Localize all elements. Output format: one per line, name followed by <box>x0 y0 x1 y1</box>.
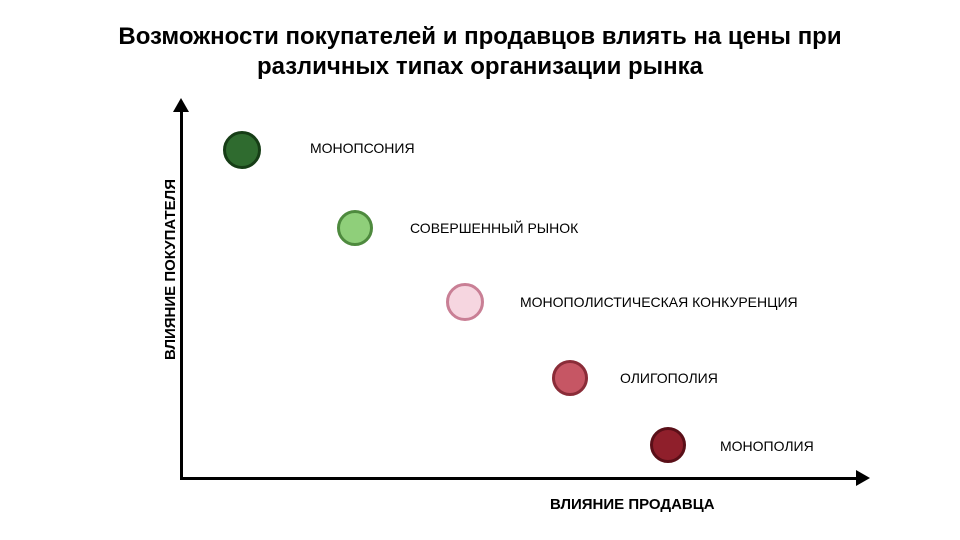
y-axis <box>180 110 183 480</box>
y-axis-label: ВЛИЯНИЕ ПОКУПАТЕЛЯ <box>162 179 179 360</box>
bubble-monopsony <box>223 131 261 169</box>
bubble-perfect <box>337 210 373 246</box>
bubble-oligopoly <box>552 360 588 396</box>
title-line2: различных типах организации рынка <box>257 53 703 80</box>
bubble-label-monopsony: МОНОПСОНИЯ <box>310 140 415 156</box>
x-axis-arrow-icon <box>856 470 870 486</box>
title-line1: Возможности покупателей и продавцов влия… <box>118 23 841 50</box>
bubble-monopoly <box>650 427 686 463</box>
bubble-label-monopoly: МОНОПОЛИЯ <box>720 438 814 454</box>
bubble-label-monopolistic: МОНОПОЛИСТИЧЕСКАЯ КОНКУРЕНЦИЯ <box>520 294 798 310</box>
plot-area: ВЛИЯНИЕ ПОКУПАТЕЛЯ ВЛИЯНИЕ ПРОДАВЦА МОНО… <box>180 110 880 490</box>
bubble-monopolistic <box>446 283 484 321</box>
page-title: Возможности покупателей и продавцов влия… <box>0 22 960 82</box>
bubble-label-oligopoly: ОЛИГОПОЛИЯ <box>620 370 718 386</box>
bubble-label-perfect: СОВЕРШЕННЫЙ РЫНОК <box>410 220 578 236</box>
y-axis-arrow-icon <box>173 98 189 112</box>
x-axis-label: ВЛИЯНИЕ ПРОДАВЦА <box>550 496 715 513</box>
x-axis <box>180 477 860 480</box>
